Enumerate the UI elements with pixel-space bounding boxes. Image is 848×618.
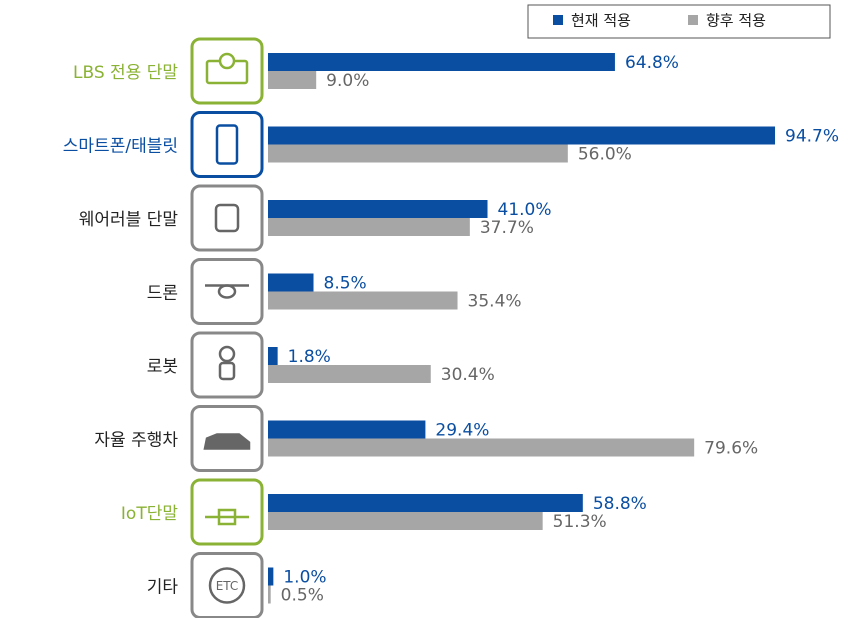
category-label: 스마트폰/태블릿: [63, 137, 178, 157]
category-label: 자율 주행차: [94, 431, 178, 451]
value-label: 30.4%: [441, 365, 495, 385]
legend-swatch: [553, 15, 563, 25]
bar: [268, 347, 278, 365]
icon-shape: [218, 361, 236, 381]
bar: [268, 512, 543, 530]
icon-text: ETC: [216, 579, 239, 593]
value-label: 1.0%: [283, 568, 326, 588]
legend-label: 향후 적용: [706, 12, 766, 30]
bar: [268, 494, 583, 512]
category-label: IoT단말: [121, 504, 178, 524]
icon-box: [190, 111, 264, 178]
legend-box: [527, 4, 831, 39]
icon-shape: [217, 284, 237, 299]
icon-box: [190, 478, 264, 546]
legend-label: 현재 적용: [571, 12, 631, 30]
value-label: 56.0%: [578, 145, 632, 165]
icon-shape: [218, 52, 236, 70]
icon: [218, 345, 236, 381]
bar: [268, 71, 317, 89]
value-label: 0.5%: [281, 586, 324, 606]
category-label: 드론: [147, 284, 178, 304]
icon: ETC: [208, 567, 246, 604]
bar: [268, 53, 615, 71]
legend-swatch: [688, 15, 698, 25]
bar: [268, 585, 271, 604]
bar: [268, 218, 470, 236]
icon-box: [190, 37, 264, 105]
value-label: 51.3%: [553, 512, 607, 532]
value-label: 29.4%: [435, 421, 489, 441]
icon-box: [190, 258, 264, 325]
icon: [205, 52, 249, 85]
value-label: 79.6%: [704, 439, 758, 459]
icon-shape: [208, 567, 246, 604]
bar: [268, 291, 458, 310]
category-label: 로봇: [147, 357, 178, 377]
value-label: 35.4%: [468, 292, 522, 312]
icon-box: [190, 184, 264, 252]
value-label: 9.0%: [326, 71, 369, 91]
bar: [268, 273, 314, 292]
value-label: 64.8%: [625, 53, 679, 73]
bar: [268, 126, 776, 145]
bar: [268, 200, 488, 218]
bar: [268, 365, 431, 383]
icon-box: [190, 331, 264, 399]
icon: [214, 203, 240, 233]
bar: [268, 567, 274, 586]
category-label: 기타: [147, 578, 179, 598]
value-label: 37.7%: [480, 218, 534, 238]
icon: [205, 284, 249, 299]
bar: [268, 144, 568, 163]
bar: [268, 420, 426, 439]
bar: [268, 438, 695, 457]
icon: [205, 508, 249, 526]
value-label: 8.5%: [324, 274, 367, 294]
value-label: 94.7%: [785, 127, 839, 147]
icon-shape: [218, 345, 236, 363]
value-label: 58.8%: [593, 494, 647, 514]
icon-shape: [203, 433, 251, 450]
category-label: 웨어러블 단말: [79, 210, 179, 230]
icon-shape: [214, 203, 240, 233]
category-label: LBS 전용 단말: [73, 63, 178, 83]
icon: [203, 433, 251, 450]
icon: [215, 124, 239, 165]
value-label: 1.8%: [288, 347, 331, 367]
value-label: 41.0%: [498, 200, 552, 220]
icon-shape: [215, 124, 239, 165]
